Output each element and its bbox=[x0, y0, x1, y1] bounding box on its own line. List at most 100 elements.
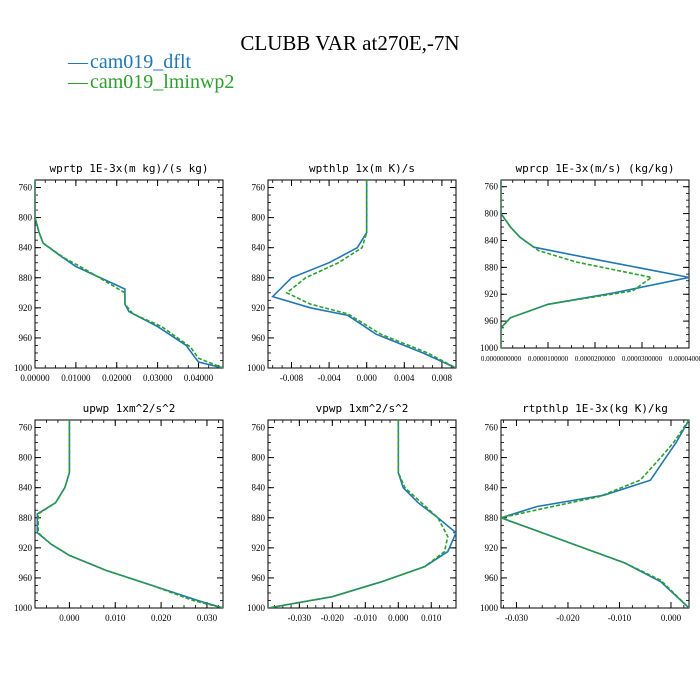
y-tick-label: 1000 bbox=[14, 363, 33, 373]
x-tick-label: 0.000 bbox=[661, 613, 682, 623]
x-tick-label: 0.000 bbox=[388, 613, 409, 623]
x-tick-label: 0.02000 bbox=[102, 373, 132, 383]
y-tick-label: 880 bbox=[252, 273, 266, 283]
plot-frame bbox=[34, 179, 224, 369]
legend-item-dflt: — cam019_dflt bbox=[67, 51, 192, 73]
y-tick-label: 760 bbox=[252, 183, 266, 193]
y-tick-label: 920 bbox=[252, 543, 266, 553]
x-tick-label: 0.0000300000 bbox=[622, 355, 663, 363]
y-tick-label: 800 bbox=[485, 209, 499, 219]
x-tick-label: 0.00000 bbox=[20, 373, 50, 383]
y-tick-label: 840 bbox=[252, 243, 266, 253]
series-line-cam019_lminwp2 bbox=[268, 420, 449, 608]
panel-4: upwp 1xm^2/s^2 760 800 840 880 920 960 1000 0.00… bbox=[14, 402, 224, 623]
x-tick-label: 0.0000000000 bbox=[481, 355, 522, 363]
x-tick-label: -0.020 bbox=[321, 613, 345, 623]
x-tick-label: -0.010 bbox=[354, 613, 378, 623]
y-tick-label: 880 bbox=[252, 513, 266, 523]
y-tick-label: 760 bbox=[19, 423, 33, 433]
series-line-cam019_dflt bbox=[268, 420, 456, 608]
y-tick-label: 1000 bbox=[480, 603, 499, 613]
y-tick-label: 760 bbox=[485, 423, 499, 433]
y-tick-label: 880 bbox=[485, 262, 499, 272]
x-tick-label: 0.000 bbox=[357, 373, 378, 383]
y-tick-label: 920 bbox=[485, 289, 499, 299]
y-tick-label: 760 bbox=[485, 182, 499, 192]
y-tick-label: 880 bbox=[19, 513, 33, 523]
panel-title: wprtp 1E-3x(m kg)/(s kg) bbox=[50, 162, 209, 175]
series-line-cam019_lminwp2 bbox=[37, 420, 223, 608]
x-tick-label: 0.010 bbox=[421, 613, 442, 623]
plot-frame bbox=[500, 179, 690, 349]
legend: — cam019_dflt — cam019_lminwp2 bbox=[67, 51, 234, 93]
series-line-cam019_lminwp2 bbox=[501, 420, 689, 608]
y-tick-label: 960 bbox=[252, 573, 266, 583]
x-tick-label: -0.020 bbox=[556, 613, 580, 623]
x-tick-label: -0.010 bbox=[608, 613, 632, 623]
y-tick-label: 840 bbox=[19, 243, 33, 253]
y-tick-label: 840 bbox=[485, 235, 499, 245]
y-tick-label: 920 bbox=[19, 543, 33, 553]
panel-2: wpthlp 1x(m K)/s 760 800 840 880 920 960 1000 -0… bbox=[247, 162, 457, 383]
x-tick-label: 0.004 bbox=[394, 373, 415, 383]
panel-1: wprtp 1E-3x(m kg)/(s kg) 760 800 840 880 920 9… bbox=[14, 162, 224, 383]
x-tick-label: 0.020 bbox=[151, 613, 172, 623]
y-tick-label: 960 bbox=[485, 573, 499, 583]
series-line-cam019_dflt bbox=[36, 420, 223, 608]
x-tick-label: 0.0000100000 bbox=[528, 355, 569, 363]
y-tick-label: 960 bbox=[19, 333, 33, 343]
y-tick-label: 840 bbox=[252, 483, 266, 493]
y-tick-label: 800 bbox=[19, 213, 33, 223]
panel-3: wprcp 1E-3x(m/s) (kg/kg) 760 800 840 880 920 9… bbox=[480, 162, 700, 363]
y-tick-label: 920 bbox=[19, 303, 33, 313]
x-tick-label: 0.000 bbox=[59, 613, 80, 623]
panels-group: wprtp 1E-3x(m kg)/(s kg) 760 800 840 880 920 9… bbox=[14, 162, 700, 623]
plot-frame bbox=[267, 419, 457, 609]
series-line-cam019_dflt bbox=[501, 180, 689, 348]
panel-6: rtpthlp 1E-3x(kg K)/kg 760 800 840 880 920 960… bbox=[480, 402, 690, 623]
figure-title: CLUBB VAR at270E,-7N bbox=[240, 31, 459, 55]
y-tick-label: 880 bbox=[485, 513, 499, 523]
x-tick-label: -0.004 bbox=[317, 373, 341, 383]
legend-dash-dflt: — bbox=[67, 51, 89, 73]
series-line-cam019_lminwp2 bbox=[501, 180, 654, 348]
legend-item-lminwp2: — cam019_lminwp2 bbox=[67, 71, 234, 93]
y-tick-label: 800 bbox=[19, 453, 33, 463]
y-tick-label: 760 bbox=[252, 423, 266, 433]
series-line-cam019_dflt bbox=[271, 180, 456, 368]
x-tick-label: 0.0000200000 bbox=[575, 355, 616, 363]
y-tick-label: 840 bbox=[19, 483, 33, 493]
y-tick-label: 800 bbox=[252, 213, 266, 223]
y-tick-label: 960 bbox=[485, 316, 499, 326]
y-tick-label: 920 bbox=[485, 543, 499, 553]
x-tick-label: 0.030 bbox=[197, 613, 218, 623]
legend-dash-lminwp2: — bbox=[67, 71, 89, 93]
x-tick-label: 0.01000 bbox=[61, 373, 91, 383]
x-tick-label: 0.010 bbox=[105, 613, 126, 623]
y-tick-label: 760 bbox=[19, 183, 33, 193]
panel-title: wpthlp 1x(m K)/s bbox=[309, 162, 415, 175]
plot-frame bbox=[34, 419, 224, 609]
x-tick-label: 0.008 bbox=[432, 373, 453, 383]
y-tick-label: 960 bbox=[252, 333, 266, 343]
x-tick-label: 0.0000400000 bbox=[669, 355, 700, 363]
y-tick-label: 880 bbox=[19, 273, 33, 283]
y-tick-label: 920 bbox=[252, 303, 266, 313]
panel-title: wprcp 1E-3x(m/s) (kg/kg) bbox=[516, 162, 675, 175]
series-line-cam019_lminwp2 bbox=[35, 180, 223, 368]
legend-label-dflt: cam019_dflt bbox=[90, 51, 192, 73]
y-tick-label: 960 bbox=[19, 573, 33, 583]
x-tick-label: 0.03000 bbox=[143, 373, 173, 383]
panel-title: upwp 1xm^2/s^2 bbox=[83, 402, 176, 415]
y-tick-label: 1000 bbox=[14, 603, 33, 613]
y-tick-label: 1000 bbox=[480, 343, 499, 353]
y-tick-label: 800 bbox=[252, 453, 266, 463]
x-tick-label: 0.04000 bbox=[184, 373, 214, 383]
plot-frame bbox=[267, 179, 457, 369]
y-tick-label: 800 bbox=[485, 453, 499, 463]
plot-frame bbox=[500, 419, 690, 609]
x-tick-label: -0.030 bbox=[288, 613, 312, 623]
panel-title: rtpthlp 1E-3x(kg K)/kg bbox=[522, 402, 668, 415]
y-tick-label: 840 bbox=[485, 483, 499, 493]
